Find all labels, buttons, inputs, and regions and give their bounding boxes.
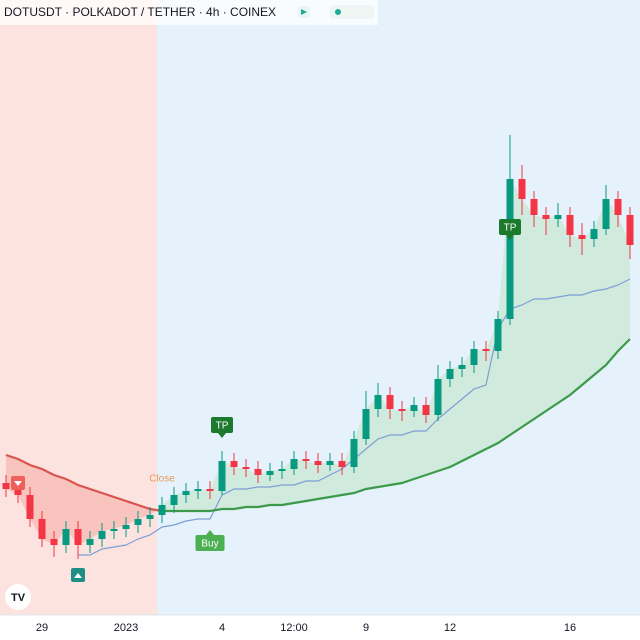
candle-body xyxy=(338,461,346,467)
candle-body xyxy=(530,199,538,215)
candle-body xyxy=(134,519,142,525)
signal-pointer xyxy=(506,235,514,240)
candle-body xyxy=(554,215,562,219)
candle-body xyxy=(506,179,514,319)
signal xyxy=(71,568,85,582)
candle-body xyxy=(110,529,118,531)
candle-body xyxy=(374,395,382,409)
candle-body xyxy=(278,469,286,471)
candle-body xyxy=(458,365,466,369)
candle-body xyxy=(242,467,250,469)
signal-box xyxy=(499,219,521,235)
signal-glyph xyxy=(14,481,22,486)
signal-glyph xyxy=(74,573,82,578)
signal-label: TP xyxy=(504,223,517,234)
candle-body xyxy=(518,179,526,199)
x-tick-label: 16 xyxy=(564,622,576,634)
x-tick-label: 12:00 xyxy=(280,622,308,634)
candle-body xyxy=(578,235,586,239)
candle-body xyxy=(2,483,10,489)
chart-title: DOTUSDT · POLKADOT / TETHER · 4h · COINE… xyxy=(4,5,276,19)
candle-body xyxy=(50,539,58,545)
candle-body xyxy=(542,215,550,219)
candle-body xyxy=(146,515,154,519)
plot-area: TP Buy Close TP xyxy=(2,135,634,582)
candle-body xyxy=(26,495,34,519)
signal-box xyxy=(211,417,233,433)
indicator-glyph xyxy=(301,9,307,15)
signal-pointer xyxy=(218,433,226,438)
candle-body xyxy=(194,489,202,491)
candle-body xyxy=(314,461,322,465)
candle-body xyxy=(254,469,262,475)
candle-body xyxy=(170,495,178,505)
candle-body xyxy=(422,405,430,415)
candle-body xyxy=(158,505,166,515)
moving-average xyxy=(5,453,163,513)
x-tick-label: 29 xyxy=(36,622,48,634)
candle-body xyxy=(62,529,70,545)
status-pill[interactable] xyxy=(330,5,374,19)
candle-body xyxy=(566,215,574,235)
logo: TV xyxy=(11,592,26,604)
x-tick-label: 12 xyxy=(444,622,456,634)
signal: TP xyxy=(499,219,521,240)
candle-body xyxy=(482,349,490,351)
signal-box xyxy=(195,535,225,551)
candle-body xyxy=(494,319,502,351)
candle-body xyxy=(98,531,106,539)
candle-body xyxy=(326,461,334,465)
candle-body xyxy=(410,405,418,411)
candle-body xyxy=(302,459,310,461)
candle-body xyxy=(362,409,370,439)
candle-body xyxy=(206,489,214,491)
signal: TP xyxy=(211,417,233,438)
candle-body xyxy=(38,519,46,539)
candle-body xyxy=(122,525,130,529)
time-axis xyxy=(0,615,640,640)
candle-body xyxy=(386,395,394,409)
candle-body xyxy=(626,215,634,245)
candle-body xyxy=(230,461,238,467)
signal-label: TP xyxy=(216,421,229,432)
signal-pointer xyxy=(206,530,214,535)
status-dot xyxy=(335,9,341,15)
candle-body xyxy=(350,439,358,467)
x-tick-label: 9 xyxy=(363,622,369,634)
signal xyxy=(11,476,25,490)
candle-body xyxy=(614,199,622,215)
candle-body xyxy=(266,471,274,475)
candle-body xyxy=(434,379,442,415)
candle-body xyxy=(14,489,22,495)
candle-body xyxy=(86,539,94,545)
signal-label: Buy xyxy=(201,539,218,550)
title-bar xyxy=(0,0,378,25)
candle-body xyxy=(590,229,598,239)
candle-body xyxy=(446,369,454,379)
moving-average xyxy=(162,338,631,513)
logo-badge[interactable] xyxy=(5,584,31,610)
candle-body xyxy=(290,459,298,469)
candle-body xyxy=(398,409,406,411)
signal: Close xyxy=(149,474,175,485)
candle-body xyxy=(74,529,82,545)
candle-body xyxy=(470,349,478,365)
signal-label: Close xyxy=(149,474,175,485)
x-tick-label: 2023 xyxy=(114,622,138,634)
candle-body xyxy=(182,491,190,495)
signal: Buy xyxy=(195,530,225,551)
candle-body xyxy=(602,199,610,229)
candle-body xyxy=(218,461,226,491)
x-tick-label: 4 xyxy=(219,622,225,634)
